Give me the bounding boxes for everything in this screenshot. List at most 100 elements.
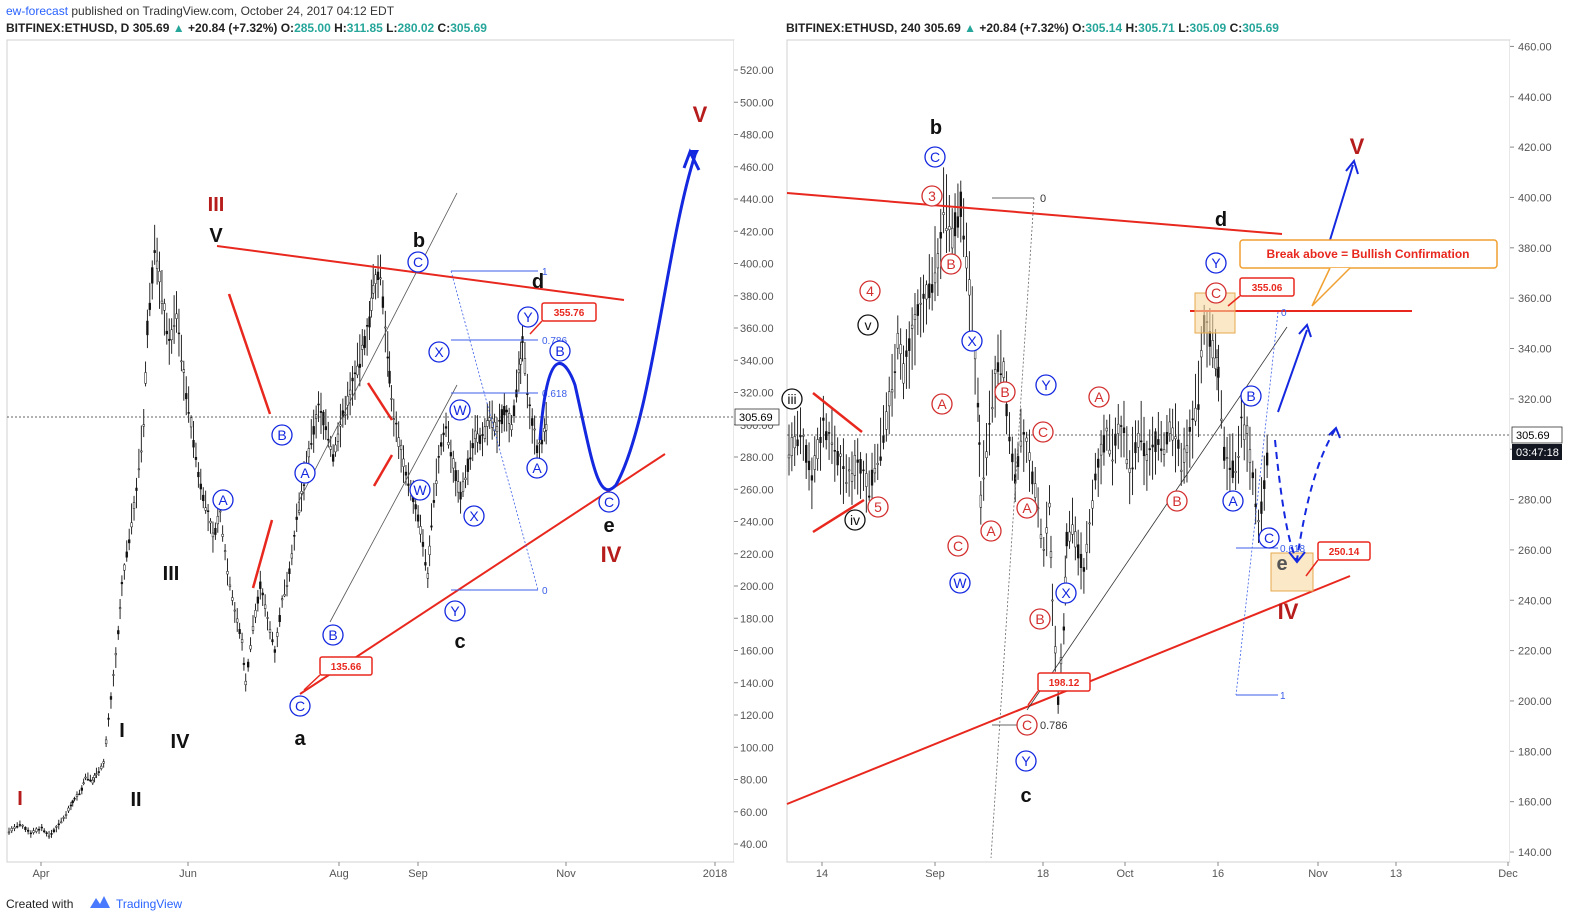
right-wave-d: d <box>1215 209 1227 231</box>
candle-body <box>1182 448 1186 463</box>
x-tick-label: Nov <box>556 868 576 880</box>
wave-label-text: B <box>328 627 337 643</box>
right-symbol-line: BITFINEX:ETHUSD, 240 305.69 ▲ +20.84 (+7… <box>786 21 1279 35</box>
candle-body <box>531 418 534 426</box>
left-high: 311.85 <box>346 21 383 35</box>
wave-label-text: X <box>469 508 479 524</box>
candle-body <box>819 437 822 443</box>
right-chart[interactable]: 140.00 160.00 180.00 200.00 220.00 240.00 260.… <box>780 38 1584 884</box>
right-wave-V: V <box>1350 134 1365 159</box>
tradingview-link[interactable]: TradingView <box>116 897 183 911</box>
y-tick-label: 360.00 <box>740 323 774 335</box>
author-link[interactable]: ew-forecast <box>6 4 69 18</box>
left-chart-svg[interactable]: 40.0060.0080.00100.00120.00140.00160.001… <box>0 38 780 884</box>
candle-body <box>1022 432 1025 435</box>
candle-body <box>144 372 147 384</box>
wave-label-circle <box>444 600 466 622</box>
candle-body <box>370 297 373 311</box>
candle-body <box>125 551 128 558</box>
candle-body <box>896 333 899 349</box>
candle-body <box>928 283 931 299</box>
wave-label-text: A <box>1094 389 1104 405</box>
y-tick-label: 180.00 <box>1518 746 1552 758</box>
wave-label-text: Y <box>1021 753 1031 769</box>
wave-label-circle <box>449 399 471 421</box>
candle-body <box>148 302 151 310</box>
candle-body <box>1114 433 1117 446</box>
candle-body <box>1228 467 1232 470</box>
candle-body <box>856 459 859 463</box>
candle-body <box>45 832 48 834</box>
candle-body <box>1243 424 1246 440</box>
candle-body <box>1091 500 1094 509</box>
candle-body <box>329 446 332 450</box>
y-tick-label: 60.00 <box>740 807 768 819</box>
candle-body <box>1051 599 1054 602</box>
candle-body <box>868 495 871 498</box>
candle-body <box>827 432 831 434</box>
right-callout-bottom-pointer <box>1027 690 1039 706</box>
right-low: 305.09 <box>1189 21 1227 35</box>
wave-label-text: A <box>532 460 542 476</box>
candle-body <box>374 274 377 284</box>
candle-body <box>893 371 897 373</box>
wave-label-text: A <box>986 523 996 539</box>
wave-label-text: 3 <box>928 188 936 204</box>
candle-body <box>873 468 877 474</box>
left-chart[interactable]: 40.00 60.00 80.00 100.00 120.00 140.00 160.00 1… <box>0 38 780 884</box>
candle-body <box>247 661 250 668</box>
left-callout-low-text: 135.66 <box>331 662 362 673</box>
candle-body <box>839 453 842 457</box>
candle-body <box>978 442 981 445</box>
y-tick-label: 320.00 <box>740 388 774 400</box>
candle-body <box>78 793 81 796</box>
candle-body <box>933 272 937 284</box>
right-chart-svg[interactable]: 140.00 160.00 180.00 200.00 220.00 240.00 260.… <box>780 38 1584 884</box>
candle-body <box>982 477 985 480</box>
candle-body <box>488 417 491 421</box>
candle-body <box>1191 418 1194 420</box>
candle-body <box>130 522 133 528</box>
candle-body <box>517 369 521 374</box>
y-tick-label: 80.00 <box>740 775 768 787</box>
candle-body <box>7 831 11 834</box>
candle-body <box>505 409 508 413</box>
wave-label-circle <box>994 381 1016 403</box>
left-symbol-change: +20.84 (+7.32%) <box>187 21 278 35</box>
wave-label-text: C <box>1264 530 1274 546</box>
candle-body <box>471 443 474 449</box>
candle-body <box>1071 524 1074 535</box>
candle-body <box>1131 467 1134 470</box>
candle-body <box>1056 696 1060 705</box>
left-low-label: L: <box>386 21 398 35</box>
wave-label-text: v <box>865 317 872 333</box>
candle-body <box>18 824 22 826</box>
candle-body <box>288 568 291 574</box>
candle-body <box>322 411 325 426</box>
y-tick-label: 500.00 <box>740 97 774 109</box>
candle-body <box>945 228 948 231</box>
candle-body <box>1248 449 1252 463</box>
chart-header: ew-forecast published on TradingView.com… <box>0 0 1584 40</box>
right-up-arrow-1-head-icon <box>1298 323 1312 338</box>
wave-label-text: C <box>930 149 940 165</box>
candle-body <box>452 458 455 469</box>
left-price-axis[interactable] <box>734 40 780 862</box>
candle-body <box>80 787 83 791</box>
right-up-arrow-2-head-icon <box>1345 158 1359 175</box>
candle-body <box>859 459 862 474</box>
candle-body <box>535 445 539 454</box>
candle-body <box>510 424 513 431</box>
candle-body <box>388 370 391 384</box>
up-arrow-icon: ▲ <box>172 21 185 35</box>
left-callout-high-pointer <box>529 320 543 335</box>
candle-body <box>853 455 857 476</box>
tradingview-logo-icon[interactable] <box>88 894 112 910</box>
right-callout-low-text: 250.14 <box>1329 547 1360 558</box>
right-low-label: L: <box>1178 21 1190 35</box>
candle-body <box>346 395 349 406</box>
wave-label-circle <box>781 388 803 410</box>
candle-body <box>1049 551 1053 558</box>
wave-label-text: X <box>967 333 977 349</box>
candle-body <box>402 458 405 467</box>
